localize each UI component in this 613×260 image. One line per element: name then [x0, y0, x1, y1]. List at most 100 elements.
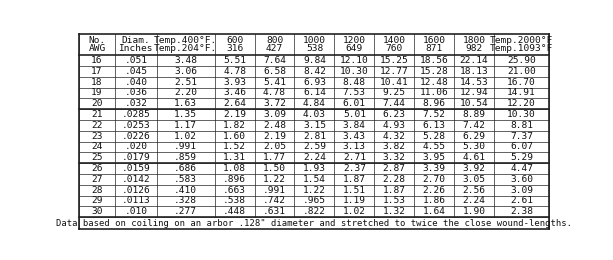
Text: 3.39: 3.39 [422, 164, 446, 173]
Text: .538: .538 [223, 196, 246, 205]
Text: 7.37: 7.37 [510, 132, 533, 141]
Text: 5.29: 5.29 [510, 153, 533, 162]
Text: 18.13: 18.13 [460, 67, 489, 76]
Text: 3.84: 3.84 [343, 121, 366, 130]
Text: 3.72: 3.72 [263, 99, 286, 108]
Text: .965: .965 [303, 196, 326, 205]
Bar [79, 217, 549, 229]
Text: 1.63: 1.63 [174, 99, 197, 108]
Text: 982: 982 [465, 44, 482, 53]
Text: .036: .036 [124, 88, 147, 98]
Text: 3.06: 3.06 [174, 67, 197, 76]
Text: 10.30: 10.30 [340, 67, 368, 76]
Text: 7.53: 7.53 [343, 88, 366, 98]
Text: 10.30: 10.30 [507, 110, 536, 119]
Text: .991: .991 [263, 186, 286, 195]
Text: 1200: 1200 [343, 36, 366, 45]
Text: 3.05: 3.05 [462, 175, 485, 184]
Text: 3.95: 3.95 [422, 153, 446, 162]
Text: 1.31: 1.31 [223, 153, 246, 162]
Text: 2.61: 2.61 [510, 196, 533, 205]
Text: 2.87: 2.87 [383, 164, 406, 173]
Text: 27: 27 [91, 175, 103, 184]
Text: 7.64: 7.64 [263, 56, 286, 65]
Text: 760: 760 [386, 44, 403, 53]
Text: 16.70: 16.70 [507, 78, 536, 87]
Text: .742: .742 [263, 196, 286, 205]
Text: 1.22: 1.22 [263, 175, 286, 184]
Text: .045: .045 [124, 67, 147, 76]
Text: 2.81: 2.81 [303, 132, 326, 141]
Text: 2.59: 2.59 [303, 142, 326, 152]
Text: 3.13: 3.13 [343, 142, 366, 152]
Text: 20: 20 [91, 99, 103, 108]
Text: 6.13: 6.13 [422, 121, 446, 130]
Text: .822: .822 [303, 207, 326, 216]
Bar [79, 66, 549, 77]
Text: .0126: .0126 [121, 186, 150, 195]
Text: 11.06: 11.06 [420, 88, 449, 98]
Text: 7.44: 7.44 [383, 99, 406, 108]
Text: 6.23: 6.23 [383, 110, 406, 119]
Bar [79, 141, 549, 152]
Text: 8.42: 8.42 [303, 67, 326, 76]
Text: 1600: 1600 [422, 36, 446, 45]
Text: 1.35: 1.35 [174, 110, 197, 119]
Text: 25.90: 25.90 [507, 56, 536, 65]
Text: 3.32: 3.32 [383, 153, 406, 162]
Text: AWG: AWG [88, 44, 105, 53]
Text: 1000: 1000 [303, 36, 326, 45]
Bar [79, 185, 549, 196]
Text: Diam.: Diam. [121, 36, 150, 45]
Bar [79, 34, 549, 55]
Text: .0226: .0226 [121, 132, 150, 141]
Text: 5.51: 5.51 [223, 56, 246, 65]
Text: 1.82: 1.82 [223, 121, 246, 130]
Text: 1.51: 1.51 [343, 186, 366, 195]
Text: .991: .991 [174, 142, 197, 152]
Text: 800: 800 [266, 36, 283, 45]
Text: 18.56: 18.56 [420, 56, 449, 65]
Text: 14.53: 14.53 [460, 78, 489, 87]
Bar [79, 174, 549, 185]
Text: 4.61: 4.61 [462, 153, 485, 162]
Text: 30: 30 [91, 207, 103, 216]
Text: 5.28: 5.28 [422, 132, 446, 141]
Text: 4.47: 4.47 [510, 164, 533, 173]
Text: .0159: .0159 [121, 164, 150, 173]
Text: 21.00: 21.00 [507, 67, 536, 76]
Text: 3.09: 3.09 [510, 186, 533, 195]
Bar [79, 98, 549, 109]
Text: 427: 427 [266, 44, 283, 53]
Text: 649: 649 [346, 44, 363, 53]
Text: 1.87: 1.87 [383, 186, 406, 195]
Text: 12.94: 12.94 [460, 88, 489, 98]
Text: 3.43: 3.43 [343, 132, 366, 141]
Text: 1.87: 1.87 [343, 175, 366, 184]
Bar [79, 131, 549, 141]
Text: 2.20: 2.20 [174, 88, 197, 98]
Text: 17: 17 [91, 67, 103, 76]
Text: 3.92: 3.92 [462, 164, 485, 173]
Text: Temp.204°F.: Temp.204°F. [154, 44, 217, 53]
Text: No.: No. [88, 36, 105, 45]
Text: Temp.2000°F: Temp.2000°F [490, 36, 554, 45]
Text: Data based on coiling on an arbor .128" diameter and stretched to twice the clos: Data based on coiling on an arbor .128" … [56, 219, 572, 228]
Text: 9.25: 9.25 [383, 88, 406, 98]
Text: 3.46: 3.46 [223, 88, 246, 98]
Text: 1.86: 1.86 [422, 196, 446, 205]
Text: 12.48: 12.48 [420, 78, 449, 87]
Text: 4.03: 4.03 [303, 110, 326, 119]
Text: 28: 28 [91, 186, 103, 195]
Text: .0285: .0285 [121, 110, 150, 119]
Text: 6.14: 6.14 [303, 88, 326, 98]
Bar [79, 196, 549, 206]
Text: 1800: 1800 [462, 36, 485, 45]
Text: 7.42: 7.42 [462, 121, 485, 130]
Text: 2.48: 2.48 [263, 121, 286, 130]
Text: 12.20: 12.20 [507, 99, 536, 108]
Text: 26: 26 [91, 164, 103, 173]
Text: .686: .686 [174, 164, 197, 173]
Text: 2.64: 2.64 [223, 99, 246, 108]
Bar [79, 152, 549, 163]
